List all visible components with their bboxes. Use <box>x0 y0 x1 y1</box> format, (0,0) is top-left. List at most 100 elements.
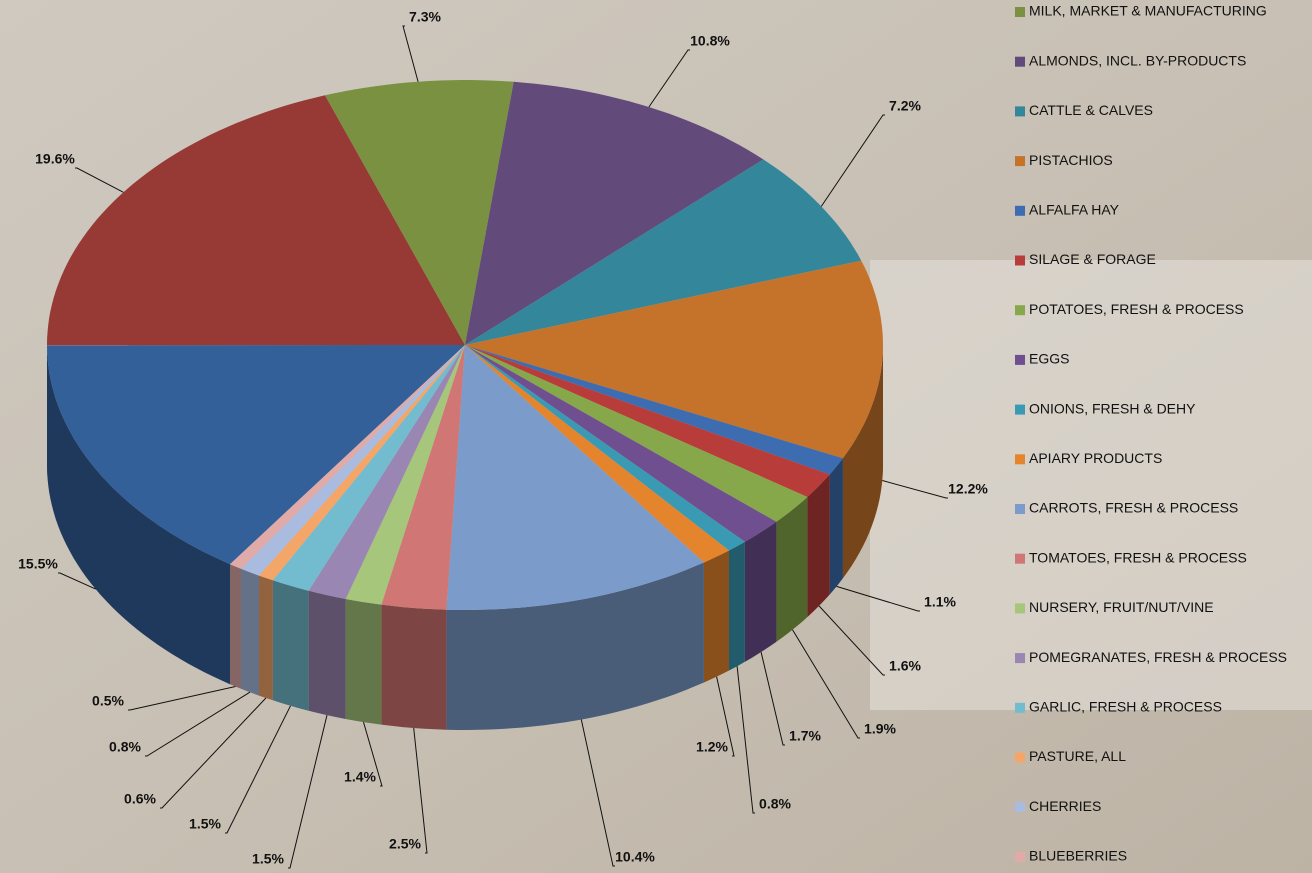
legend-label: CATTLE & CALVES <box>1029 102 1153 118</box>
slice-side <box>47 345 230 685</box>
legend-swatch <box>1015 205 1025 216</box>
slice <box>465 345 843 475</box>
slice <box>465 159 862 345</box>
leader-line <box>836 585 920 612</box>
slice <box>47 95 465 346</box>
slice-side-shade <box>807 474 830 617</box>
legend-swatch <box>1015 106 1025 117</box>
pie <box>47 80 883 730</box>
slice-side-shade <box>241 568 259 696</box>
legend-swatch <box>1015 255 1025 266</box>
beehives <box>870 260 1312 710</box>
slice-side <box>729 541 745 671</box>
legend-swatch <box>1015 702 1025 713</box>
leader-line <box>58 572 96 590</box>
legend-label: POMEGRANATES, FRESH & PROCESS <box>1029 649 1287 665</box>
leader-line <box>128 686 236 711</box>
slice-side <box>381 604 447 730</box>
data-label: 2.5% <box>389 836 421 852</box>
slice-side-shade <box>272 580 309 711</box>
slice <box>465 345 808 522</box>
slice-side <box>829 458 843 595</box>
slice-side <box>345 599 382 725</box>
legend-label: POTATOES, FRESH & PROCESS <box>1029 301 1244 317</box>
data-label: 10.4% <box>615 849 655 865</box>
legend-label: CHERRIES <box>1029 798 1101 814</box>
legend-label: MILK, MARKET & MANUFACTURING <box>1029 3 1267 19</box>
slice-side <box>308 590 346 719</box>
slice <box>381 345 465 610</box>
slice-side-shade <box>744 521 777 662</box>
leader-line <box>792 629 860 739</box>
data-label: 1.7% <box>789 728 821 744</box>
leader-line <box>145 691 251 757</box>
data-label: 1.5% <box>252 851 284 867</box>
data-label: 0.8% <box>109 739 141 755</box>
legend-swatch <box>1015 305 1025 316</box>
data-labels: 15.5% 19.6% 7.3% 10.8% 7.2% 12.2% 1.1% 1.6% 1.9%… <box>18 9 988 869</box>
leader-line <box>225 705 291 834</box>
leader-line <box>716 676 735 757</box>
legend-label: ALMONDS, INCL. BY-PRODUCTS <box>1029 52 1246 68</box>
data-label: 1.1% <box>924 594 956 610</box>
data-label: 1.2% <box>696 739 728 755</box>
slice <box>465 81 764 346</box>
legend-swatch <box>1015 504 1025 514</box>
legend-label: EGGS <box>1029 351 1069 367</box>
data-label: 7.2% <box>889 98 921 114</box>
data-label: 10.8% <box>690 33 730 49</box>
slice <box>241 345 465 576</box>
slice <box>47 345 465 565</box>
legend-swatch <box>1015 454 1025 465</box>
slice-side-shade <box>259 575 273 701</box>
slice-side <box>776 497 808 642</box>
slice-side-shade <box>47 345 230 685</box>
data-label: 7.3% <box>409 9 441 25</box>
slice <box>465 345 729 563</box>
slice-side <box>241 568 259 696</box>
data-label: 0.6% <box>124 791 156 807</box>
slice-side-shade <box>230 564 241 689</box>
slice-side-shade <box>829 458 843 595</box>
legend-swatch <box>1015 56 1025 67</box>
slice-side <box>446 562 704 730</box>
leader-line <box>818 605 885 676</box>
slice-side-shade <box>308 590 346 719</box>
slice <box>259 345 465 581</box>
slice-side <box>842 345 883 579</box>
leader-line <box>820 114 885 207</box>
legend-label: NURSERY, FRUIT/NUT/VINE <box>1029 599 1214 615</box>
leader-line <box>736 666 755 814</box>
legend-swatch <box>1015 7 1025 17</box>
data-label: 19.6% <box>35 151 75 167</box>
legend-swatch <box>1015 553 1025 564</box>
data-label: 1.5% <box>189 816 221 832</box>
legend-label: GARLIC, FRESH & PROCESS <box>1029 699 1222 715</box>
slice-side <box>703 550 729 683</box>
leader-line <box>648 49 690 108</box>
legend-swatch <box>1015 653 1025 664</box>
slice <box>465 345 777 542</box>
leader-line <box>882 480 948 499</box>
data-label: 0.5% <box>92 693 124 709</box>
legend-label: CARROTS, FRESH & PROCESS <box>1029 500 1238 516</box>
slice <box>345 345 465 605</box>
legend-swatch <box>1015 752 1025 763</box>
leader-line <box>288 714 328 869</box>
slice <box>465 260 883 459</box>
slice <box>272 345 465 591</box>
legend-swatch <box>1015 354 1025 365</box>
leader-line <box>402 25 419 82</box>
slice <box>230 345 465 569</box>
legend-label: PASTURE, ALL <box>1029 748 1126 764</box>
legend-swatch <box>1015 802 1025 813</box>
slice-side-shade <box>703 550 729 683</box>
legend: MILK, MARKET & MANUFACTURING ALMONDS, INC… <box>1015 3 1287 864</box>
slice <box>465 345 830 497</box>
slice-side-shade <box>446 562 704 730</box>
slice-side <box>230 564 241 689</box>
legend-label: SILAGE & FORAGE <box>1029 251 1156 267</box>
legend-label: ONIONS, FRESH & DEHY <box>1029 400 1196 416</box>
legend-swatch <box>1015 404 1025 415</box>
